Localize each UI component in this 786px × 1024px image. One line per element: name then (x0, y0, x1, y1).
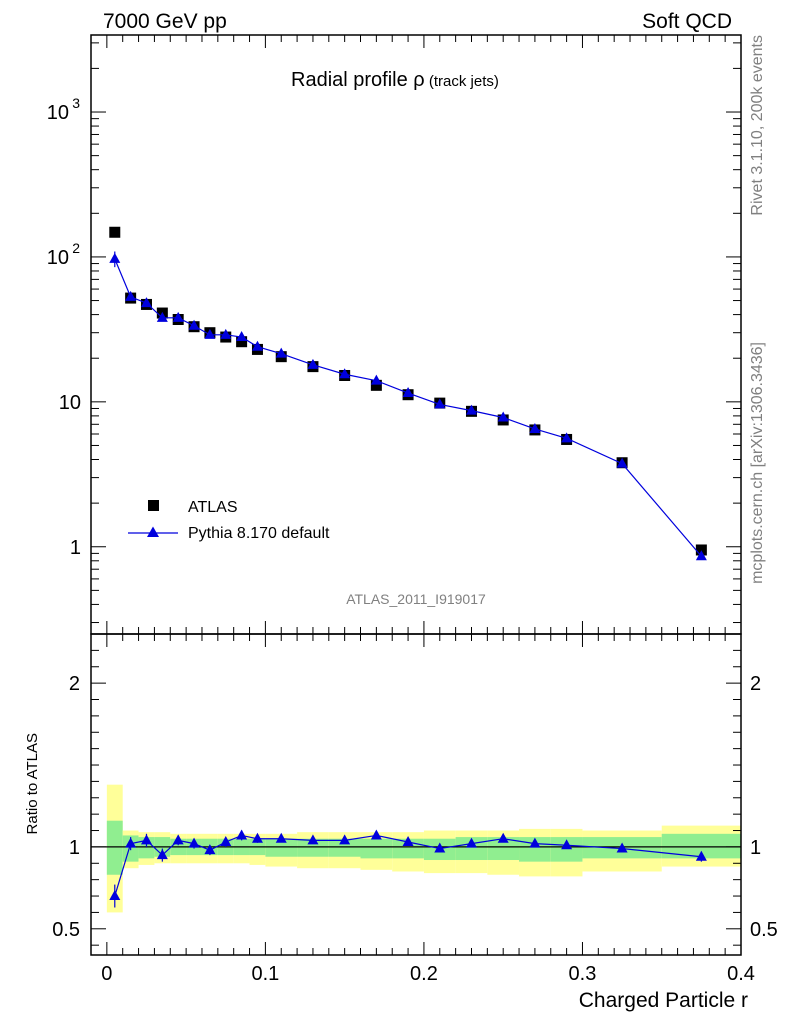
ratio-tick-label-left: 1 (69, 837, 80, 859)
header-process-label: Soft QCD (642, 10, 732, 33)
pythia-point (695, 550, 707, 561)
ratio-point (172, 834, 184, 845)
main-plot-frame (90, 34, 742, 635)
ratio-point (695, 850, 707, 861)
chart-title-main: Radial profile (291, 69, 413, 91)
ratio-tick-label-right: 2 (750, 673, 761, 695)
ratio-point (220, 835, 232, 846)
ratio-tick-label-right: 1 (750, 837, 761, 859)
y-tick-label: 10 (47, 102, 69, 124)
pythia-point (251, 340, 263, 351)
ratio-point (616, 842, 628, 853)
pythia-point (125, 290, 137, 301)
x-tick-label: 0.3 (569, 963, 597, 985)
ratio-band-inner (297, 838, 329, 857)
ratio-point (188, 837, 200, 848)
pythia-point (529, 422, 541, 433)
ratio-point (156, 849, 168, 860)
ratio-point (236, 829, 248, 840)
ratio-point (529, 837, 541, 848)
ratio-tick-label-right: 0.5 (750, 919, 778, 941)
x-tick-label: 0.1 (251, 963, 279, 985)
y-tick-label: 10 (47, 247, 69, 269)
pythia-point (465, 404, 477, 415)
pythia-point (339, 368, 351, 379)
ratio-point (465, 837, 477, 848)
pythia-point (172, 311, 184, 322)
ratio-point (125, 837, 137, 848)
pythia-point (497, 411, 509, 422)
x-tick-label: 0.4 (727, 963, 755, 985)
header-energy-label: 7000 GeV pp (103, 10, 227, 33)
pythia-line (114, 258, 702, 557)
pythia-point (236, 331, 248, 342)
ratio-point (402, 835, 414, 846)
chart-title-rho: ρ (413, 69, 424, 91)
main-plot-area (109, 226, 707, 561)
atlas-data-point (370, 379, 382, 391)
legend-atlas-marker (148, 500, 159, 511)
x-axis-label: Charged Particle r (579, 989, 748, 1012)
atlas-data-point (695, 544, 707, 556)
mcplots-label: mcplots.cern.ch [arXiv:1306.3436] (749, 342, 766, 584)
y-tick-exponent: 2 (72, 240, 80, 256)
ratio-point (140, 834, 152, 845)
ratio-point (204, 844, 216, 855)
pythia-point (434, 398, 446, 409)
ratio-line (114, 834, 702, 897)
chart-title: Radial profile ρ (track jets) (291, 69, 499, 91)
pythia-point (370, 374, 382, 385)
ratio-band-inner (328, 838, 361, 857)
pythia-point (275, 347, 287, 358)
ratio-point (434, 842, 446, 853)
ratio-tick-label-left: 2 (69, 673, 80, 695)
ratio-point (370, 829, 382, 840)
ratio-point (251, 832, 263, 843)
rivet-label: Rivet 3.1.10, 200k events (749, 35, 766, 216)
pythia-point (402, 387, 414, 398)
y-tick-exponent: 3 (72, 95, 80, 111)
pythia-point (307, 358, 319, 369)
legend: ATLAS Pythia 8.170 default (128, 499, 330, 542)
y-tick-label: 10 (59, 392, 81, 414)
pythia-point (561, 432, 573, 443)
legend-pythia-marker (147, 526, 159, 537)
ratio-axis-label: Ratio to ATLAS (24, 733, 41, 834)
legend-atlas-label: ATLAS (188, 499, 238, 516)
atlas-data-point (109, 226, 121, 238)
ratio-point (497, 832, 509, 843)
ratio-plot-frame (90, 633, 742, 956)
analysis-id-label: ATLAS_2011_I919017 (346, 591, 486, 607)
ratio-point (561, 839, 573, 850)
pythia-point (156, 311, 168, 322)
pythia-point (204, 328, 216, 339)
pythia-point (140, 297, 152, 308)
ratio-tick-label-left: 0.5 (52, 919, 80, 941)
y-tick-label: 1 (70, 537, 81, 559)
ratio-point (339, 834, 351, 845)
ratio-band-inner (265, 838, 298, 857)
ratio-band-inner (360, 838, 393, 859)
ratio-point (275, 832, 287, 843)
chart-title-sub: (track jets) (425, 73, 499, 90)
x-tick-label: 0.2 (410, 963, 438, 985)
ratio-plot-area (91, 784, 741, 913)
pythia-point (188, 319, 200, 330)
ratio-point (109, 890, 121, 901)
ratio-band-inner (106, 820, 123, 875)
legend-pythia-label: Pythia 8.170 default (188, 525, 330, 542)
pythia-point (616, 457, 628, 468)
pythia-point (220, 328, 232, 339)
plot-frames (90, 34, 742, 956)
ratio-band-inner (487, 837, 520, 861)
pythia-point (109, 252, 121, 263)
x-tick-label: 0 (101, 963, 112, 985)
atlas-data-point (236, 336, 248, 348)
ratio-point (307, 834, 319, 845)
